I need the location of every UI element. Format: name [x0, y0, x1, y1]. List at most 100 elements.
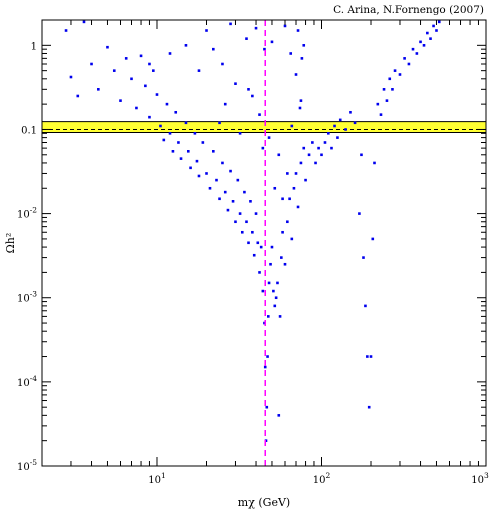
data-point: [197, 69, 201, 72]
data-point: [251, 94, 254, 98]
data-point: [280, 256, 283, 259]
y-tick-label: 10-4: [17, 374, 37, 389]
data-point: [264, 439, 268, 442]
data-point: [263, 365, 267, 369]
data-point: [168, 52, 172, 55]
data-point: [349, 110, 352, 114]
scatter-points-layer: [64, 20, 441, 442]
data-point: [215, 178, 218, 182]
data-point: [218, 121, 221, 125]
data-point: [159, 124, 162, 128]
data-point: [148, 62, 151, 66]
data-point: [238, 212, 242, 215]
data-point: [90, 62, 93, 66]
y-tick-label: 1: [31, 41, 37, 52]
data-point: [124, 57, 128, 60]
data-point: [296, 205, 300, 209]
data-point: [382, 88, 386, 91]
data-point: [265, 405, 269, 409]
data-point: [223, 102, 227, 106]
data-point: [189, 166, 192, 170]
data-point: [353, 121, 357, 125]
data-point: [376, 102, 380, 106]
data-point: [385, 99, 389, 102]
data-point: [369, 355, 373, 358]
data-point: [229, 22, 232, 26]
data-point: [302, 146, 306, 150]
data-point: [119, 99, 122, 102]
data-point: [258, 113, 261, 116]
data-point: [106, 45, 109, 49]
data-point: [403, 57, 406, 60]
data-point: [267, 281, 271, 285]
data-point: [144, 84, 147, 88]
data-point: [212, 150, 215, 153]
data-point: [254, 212, 258, 215]
data-point: [290, 124, 294, 128]
data-point: [263, 321, 266, 325]
data-point: [273, 186, 277, 190]
data-point: [299, 161, 303, 165]
data-point: [261, 289, 265, 293]
data-point: [407, 62, 411, 66]
data-point: [195, 159, 199, 163]
data-point: [281, 230, 284, 234]
data-point: [415, 52, 419, 55]
data-point: [234, 82, 237, 85]
data-point: [186, 150, 190, 153]
data-point: [327, 132, 330, 135]
wmap-band: [42, 121, 486, 133]
data-point: [273, 304, 277, 308]
data-point: [247, 88, 250, 91]
y-tick-label: 10-3: [17, 290, 37, 305]
y-tick-label: 10-5: [17, 458, 37, 473]
data-point: [152, 69, 155, 72]
data-point: [373, 161, 376, 165]
data-point: [269, 262, 272, 266]
data-point: [358, 212, 361, 215]
data-point: [258, 271, 261, 274]
data-point: [437, 20, 441, 24]
data-point: [286, 172, 289, 175]
data-point: [229, 169, 232, 173]
data-point: [155, 93, 159, 96]
data-point: [245, 220, 248, 224]
data-point: [201, 141, 205, 144]
data-point: [171, 150, 175, 153]
data-point: [221, 161, 224, 165]
data-point: [256, 241, 260, 245]
data-point: [314, 161, 317, 165]
data-point: [422, 44, 426, 47]
data-point: [344, 128, 347, 131]
data-point: [245, 37, 248, 40]
data-point: [64, 29, 68, 32]
data-point: [278, 315, 282, 318]
y-tick-label: 0.1: [21, 125, 37, 136]
data-point: [320, 153, 323, 157]
data-point: [249, 200, 252, 203]
data-point: [411, 47, 415, 51]
data-point: [317, 146, 320, 150]
data-point: [274, 296, 278, 300]
data-point: [330, 146, 333, 150]
data-point: [323, 141, 327, 144]
data-point: [139, 54, 143, 58]
data-point: [391, 88, 394, 91]
data-point: [135, 106, 138, 110]
x-tick-label: 102: [313, 471, 331, 486]
data-point: [162, 138, 166, 142]
data-point: [360, 153, 363, 157]
data-point: [247, 241, 250, 245]
data-point: [276, 281, 279, 285]
data-point: [270, 245, 274, 249]
data-point: [288, 197, 291, 201]
data-point: [267, 315, 270, 318]
data-point: [208, 186, 212, 190]
data-point: [82, 20, 86, 24]
data-point: [251, 230, 254, 234]
data-point: [367, 405, 371, 409]
data-point: [371, 237, 375, 241]
data-point: [336, 136, 339, 139]
data-point: [432, 24, 435, 28]
